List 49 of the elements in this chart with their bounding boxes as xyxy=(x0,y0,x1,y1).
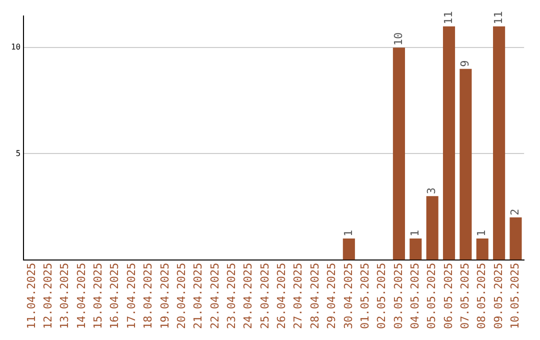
data-label: 1 xyxy=(475,230,488,237)
x-tick-label: 04.05.2025 xyxy=(408,262,422,330)
x-tick-label: 28.04.2025 xyxy=(308,262,322,330)
x-tick-label: 24.04.2025 xyxy=(242,262,255,330)
x-tick-label: 10.05.2025 xyxy=(508,262,522,330)
x-tick-label: 17.04.2025 xyxy=(124,262,138,330)
bar xyxy=(460,68,472,260)
data-label: 11 xyxy=(442,11,455,24)
bar xyxy=(476,238,488,260)
data-label: 11 xyxy=(492,11,505,24)
x-tick-label: 07.05.2025 xyxy=(458,262,472,330)
x-tick-label: 06.05.2025 xyxy=(442,262,455,330)
bar xyxy=(426,196,438,260)
x-tick-label: 05.05.2025 xyxy=(425,262,438,330)
bar xyxy=(342,238,355,260)
x-tick-label: 25.04.2025 xyxy=(258,262,272,330)
x-tick-label: 13.04.2025 xyxy=(58,262,72,330)
x-tick-label: 29.04.2025 xyxy=(325,262,338,330)
x-tick-label: 26.04.2025 xyxy=(275,262,288,330)
x-tick-label: 30.04.2025 xyxy=(342,262,355,330)
x-tick-label: 15.04.2025 xyxy=(92,262,105,330)
bar xyxy=(392,48,405,260)
x-tick-label: 14.04.2025 xyxy=(74,262,88,330)
data-label: 3 xyxy=(425,188,438,194)
x-tick-label: 12.04.2025 xyxy=(42,262,55,330)
data-label: 10 xyxy=(392,32,405,46)
x-tick-label: 27.04.2025 xyxy=(292,262,305,330)
x-tick-label: 08.05.2025 xyxy=(475,262,488,330)
x-tick-label: 02.05.2025 xyxy=(375,262,388,330)
x-tick-label: 19.04.2025 xyxy=(158,262,172,330)
x-tick-label: 23.04.2025 xyxy=(225,262,238,330)
x-tick-label: 20.04.2025 xyxy=(174,262,188,330)
data-label: 2 xyxy=(508,208,522,216)
x-tick-label: 01.05.2025 xyxy=(358,262,372,330)
bar xyxy=(442,26,456,260)
bar xyxy=(510,217,522,260)
x-tick-label: 03.05.2025 xyxy=(392,262,405,330)
x-tick-label: 22.04.2025 xyxy=(208,262,222,330)
x-tick-label: 09.05.2025 xyxy=(492,262,505,330)
data-label: 9 xyxy=(458,60,472,67)
bar xyxy=(410,238,422,260)
bar xyxy=(493,26,506,260)
x-tick-label: 18.04.2025 xyxy=(142,262,155,330)
x-tick-label: 16.04.2025 xyxy=(108,262,122,330)
data-label: 1 xyxy=(408,230,422,237)
x-tick-label: 11.04.2025 xyxy=(24,262,38,330)
data-label: 1 xyxy=(342,230,355,237)
x-tick-label: 21.04.2025 xyxy=(192,262,205,330)
y-tick-label: 5 xyxy=(16,148,21,158)
